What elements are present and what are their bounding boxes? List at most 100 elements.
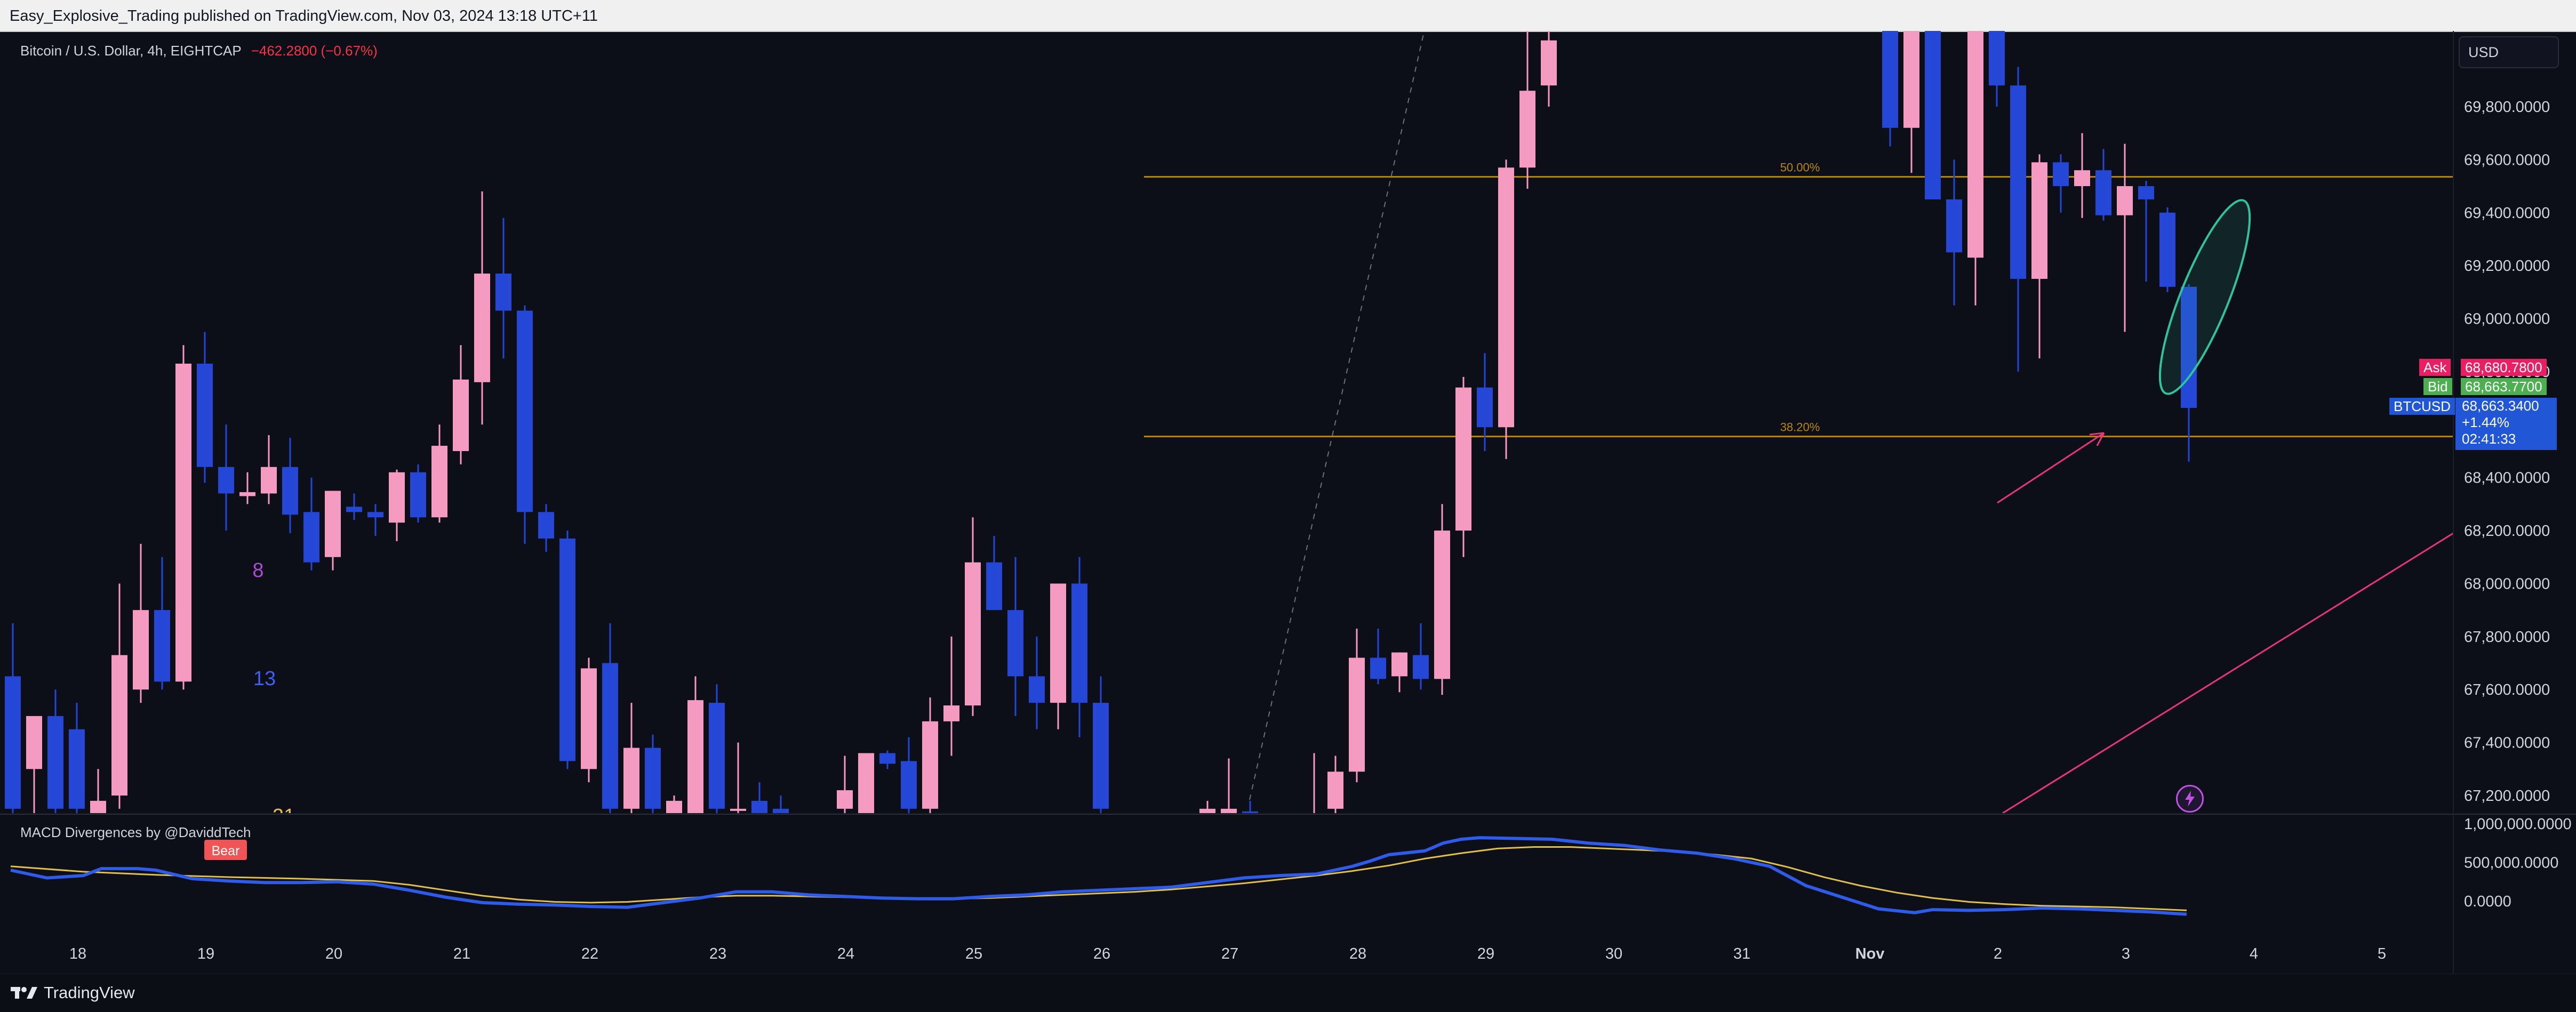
candle-body (5, 676, 21, 809)
candle-body (1925, 31, 1941, 199)
time-tick: 26 (1093, 945, 1110, 962)
candle-body (47, 716, 63, 809)
price-tick: 69,800.0000 (2464, 99, 2550, 116)
time-tick: 23 (709, 945, 726, 962)
time-tick: 18 (69, 945, 86, 962)
candle-body (1455, 387, 1471, 531)
symbol-legend: Bitcoin / U.S. Dollar, 4h, EIGHTCAP −462.… (20, 43, 378, 59)
candle-body (325, 491, 341, 557)
candle-body (986, 562, 1002, 611)
candle-body (261, 467, 277, 494)
candle-body (1541, 40, 1557, 86)
indicator-title: MACD Divergences by @DaviddTech (20, 824, 251, 840)
chart-canvas[interactable]: 50.00% 38.20% 8 13 21 Bear 69,800.0000 69,600… (0, 0, 2576, 974)
currency-selector[interactable]: USD (2459, 36, 2559, 68)
price-tick: 68,200.0000 (2464, 523, 2550, 540)
macd-line (10, 836, 2187, 916)
lightning-icon[interactable] (2176, 785, 2204, 813)
candle-body (389, 472, 405, 523)
candle-body (282, 467, 298, 515)
price-tick: 67,400.0000 (2464, 735, 2550, 752)
publish-info: Easy_Explosive_Trading published on Trad… (10, 7, 598, 25)
candle-body (1349, 657, 1365, 772)
price-change: −462.2800 (−0.67%) (251, 43, 378, 59)
arrow-line (2002, 532, 2453, 813)
candle-body (730, 808, 746, 811)
candle-body (1370, 657, 1386, 679)
price-tick: 67,600.0000 (2464, 681, 2550, 698)
time-tick: 28 (1349, 945, 1366, 962)
candle-body (303, 512, 319, 563)
price-tick: 68,400.0000 (2464, 470, 2550, 487)
publish-header: Easy_Explosive_Trading published on Trad… (0, 0, 2576, 32)
candle-body (687, 700, 703, 813)
arrow-line (1997, 432, 2105, 504)
time-tick: 21 (453, 945, 470, 962)
tradingview-logo[interactable]: TradingView (11, 983, 135, 1002)
signal-line (10, 846, 2187, 911)
price-tick: 69,400.0000 (2464, 205, 2550, 222)
candle-body (495, 274, 511, 311)
candle-body (1327, 772, 1343, 809)
candle-body (1903, 31, 1919, 128)
candle-body (965, 562, 981, 706)
bear-badge (204, 840, 247, 860)
dashed-trendline (1249, 31, 1425, 800)
candle-body (2095, 170, 2111, 215)
candle-body (69, 729, 85, 809)
price-tick: 69,000.0000 (2464, 311, 2550, 328)
ask-label: Ask (2419, 359, 2451, 376)
candle-body (2138, 186, 2154, 199)
candle-body (2074, 170, 2090, 187)
candle-body (773, 808, 789, 813)
wave-count-label: 13 (253, 668, 276, 690)
candle-body (1029, 676, 1045, 703)
wave-count-label: 21 (273, 805, 295, 828)
price-tick: 69,600.0000 (2464, 151, 2550, 168)
last-price: 68,663.3400 (2462, 398, 2539, 414)
time-tick: 3 (2122, 945, 2130, 962)
time-tick: 25 (965, 945, 982, 962)
price-tick: 67,200.0000 (2464, 788, 2550, 805)
time-tick: 19 (197, 945, 214, 962)
candle-body (858, 753, 874, 813)
candle-body (1967, 31, 1983, 258)
time-tick: 4 (2250, 945, 2258, 962)
candle-body (1477, 387, 1493, 428)
last-price-box: 68,663.3400 +1.44% 02:41:33 (2455, 398, 2557, 450)
candle-body (1050, 583, 1066, 703)
symbol-title: Bitcoin / U.S. Dollar, 4h, EIGHTCAP (20, 43, 242, 59)
bid-price: 68,663.7700 (2461, 378, 2547, 395)
price-pane: 50.00% 38.20% 8 13 21 (5, 31, 2453, 828)
candle-body (559, 538, 575, 761)
candle-body (1413, 655, 1429, 679)
candle-body (1498, 167, 1514, 428)
price-tick: 68,000.0000 (2464, 575, 2550, 592)
macd-tick: 1,000,000.0000 (2464, 816, 2572, 833)
candle-body (538, 512, 554, 539)
candle-body (1434, 531, 1450, 679)
candle-body (239, 492, 255, 496)
macd-tick: 0.0000 (2464, 893, 2511, 910)
candle-body (1519, 91, 1535, 168)
time-tick: 22 (581, 945, 598, 962)
candle-body (581, 668, 597, 769)
highlight-ellipse (2158, 199, 2251, 395)
time-tick: 29 (1477, 945, 1494, 962)
time-tick: Nov (1855, 945, 1885, 962)
candle-body (133, 610, 149, 690)
wave-count-label: 8 (252, 559, 263, 582)
candle-body (1242, 811, 1258, 813)
candle-body (1989, 31, 2005, 86)
candle-body (623, 748, 639, 809)
bear-marker: Bear (204, 840, 247, 860)
candle-body (197, 364, 213, 467)
candle-body (922, 721, 938, 809)
tradingview-logo-icon (11, 987, 37, 999)
time-tick: 20 (325, 945, 342, 962)
candle-body (1882, 31, 1898, 128)
candle-body (474, 274, 490, 382)
candle-body (645, 748, 661, 809)
candle-body (1946, 199, 1962, 253)
candle-body (1306, 814, 1322, 820)
